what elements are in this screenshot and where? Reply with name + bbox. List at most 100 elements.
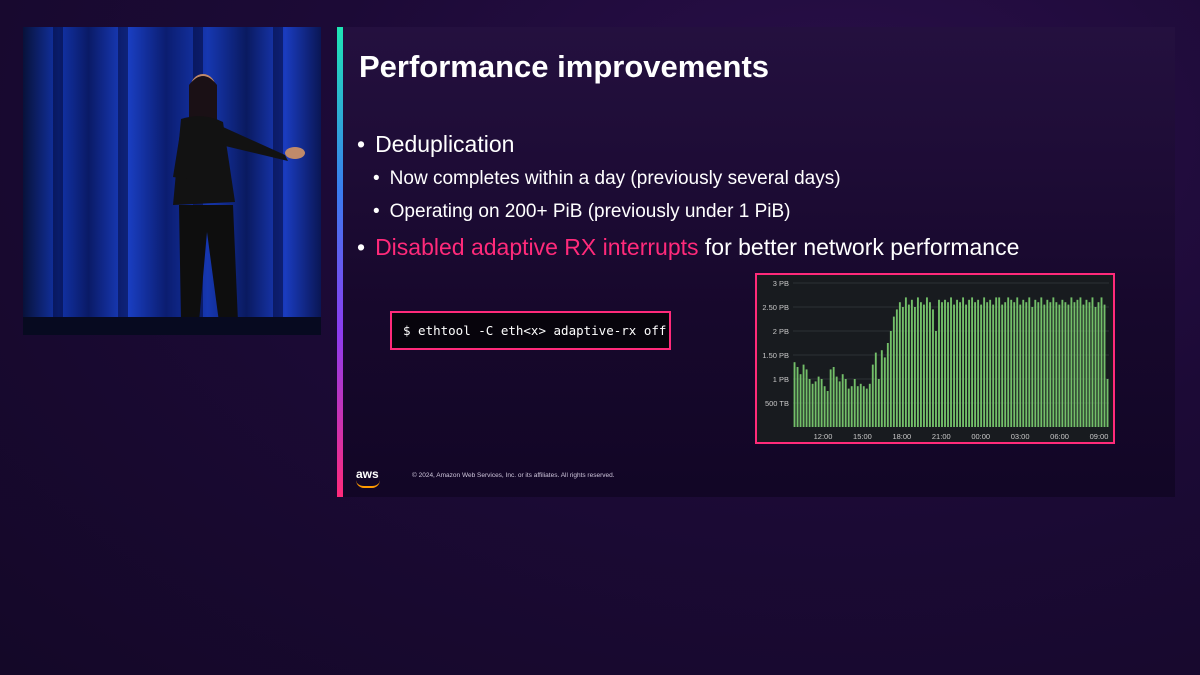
chart-bar — [793, 362, 796, 427]
chart-bar — [871, 364, 874, 427]
y-tick-label: 1.50 PB — [762, 351, 789, 360]
chart-bar — [835, 376, 838, 427]
sub-bullet-completes: • Now completes within a day (previously … — [373, 168, 841, 190]
bullet-text: Operating on 200+ PiB (previously under … — [389, 201, 791, 222]
x-tick-label: 00:00 — [971, 432, 990, 441]
chart-bar — [938, 299, 940, 427]
chart-bar — [814, 381, 817, 427]
chart-bar — [953, 304, 955, 427]
chart-bar — [1082, 304, 1085, 427]
chart-bar — [883, 357, 886, 427]
chart-bar — [1031, 307, 1034, 427]
chart-bar — [968, 299, 971, 427]
y-tick-label: 1 PB — [773, 375, 789, 384]
chart-bar — [929, 302, 931, 427]
y-tick-label: 2.50 PB — [762, 303, 789, 312]
chart-bar — [823, 386, 826, 427]
chart-bar — [1016, 297, 1019, 427]
chart-bar — [1076, 299, 1079, 427]
chart-bar — [1046, 299, 1049, 427]
stage-floor — [23, 317, 321, 335]
bullet-adaptive-rx: • Disabled adaptive RX interrupts for bet… — [357, 234, 1019, 261]
command-text: $ ethtool -C eth<x> adaptive-rx off — [403, 323, 667, 338]
chart-bar — [977, 299, 980, 427]
bullet-text: Deduplication — [375, 131, 515, 157]
chart-bar — [832, 367, 835, 427]
chart-bar — [796, 367, 799, 427]
chart-bar — [956, 299, 958, 427]
chart-bar — [829, 369, 832, 427]
chart-bar — [1037, 302, 1040, 427]
chart-bar — [947, 302, 949, 427]
chart-bar — [1088, 302, 1091, 427]
chart-bar — [1070, 297, 1073, 427]
x-tick-label: 09:00 — [1090, 432, 1109, 441]
chart-bar — [1043, 304, 1046, 427]
chart-bar — [998, 297, 1001, 427]
chart-bar — [989, 299, 992, 427]
chart-bar — [904, 297, 907, 427]
chart-bar — [1028, 297, 1031, 427]
chart-bar — [808, 379, 811, 427]
chart-bar — [1067, 304, 1070, 427]
chart-bar — [1052, 297, 1055, 427]
speaker-video — [23, 27, 321, 335]
chart-bar — [1091, 297, 1094, 427]
chart-bar — [1058, 304, 1061, 427]
chart-bar — [1025, 302, 1028, 427]
chart-bar — [992, 304, 995, 427]
x-tick-label: 06:00 — [1050, 432, 1069, 441]
chart-bar — [868, 383, 871, 427]
chart-bar — [1079, 297, 1082, 427]
chart-bar — [974, 302, 977, 427]
chart-bar — [820, 379, 823, 427]
chart-bar — [844, 379, 847, 427]
chart-bar — [802, 364, 805, 427]
chart-bar — [944, 299, 946, 427]
chart-bar — [898, 302, 901, 427]
aws-smile-icon — [356, 480, 380, 488]
chart-bar — [895, 309, 898, 427]
chart-bar — [1073, 302, 1076, 427]
chart-bar — [1010, 299, 1013, 427]
sub-bullet-operating: • Operating on 200+ PiB (previously under… — [373, 201, 790, 223]
chart-bar — [923, 304, 925, 427]
chart-bar — [1022, 299, 1025, 427]
x-tick-label: 15:00 — [853, 432, 872, 441]
chart-bar — [1004, 302, 1007, 427]
chart-bar — [1007, 297, 1010, 427]
chart-bar — [910, 299, 913, 427]
chart-bar — [901, 307, 904, 427]
chart-bar — [971, 297, 974, 427]
aws-logo: aws — [356, 467, 380, 488]
chart-bar — [1055, 302, 1058, 427]
chart-bar — [941, 302, 943, 427]
x-tick-label: 18:00 — [892, 432, 911, 441]
chart-bar — [962, 297, 965, 427]
chart-bar — [935, 331, 937, 427]
chart-bar — [886, 343, 889, 427]
chart-bar — [965, 304, 968, 427]
chart-bar — [1094, 307, 1097, 427]
chart-bar — [916, 297, 919, 427]
chart-bar — [862, 386, 865, 427]
chart-bar — [859, 383, 862, 427]
chart-bar — [932, 309, 934, 427]
chart-bar — [880, 350, 883, 427]
chart-bar — [913, 307, 916, 427]
chart-bar — [995, 297, 998, 427]
curtain-fold — [118, 27, 128, 335]
chart-bar — [1097, 302, 1100, 427]
y-tick-label: 3 PB — [773, 279, 789, 288]
bullet-deduplication: • Deduplication — [357, 131, 514, 158]
chart-bar — [926, 297, 928, 427]
bullet-text: for better network performance — [698, 234, 1020, 260]
chart-bar — [1049, 302, 1052, 427]
bullet-dot: • — [373, 168, 380, 189]
chart-bar — [1013, 302, 1016, 427]
bullet-dot: • — [373, 201, 380, 222]
chart-bar — [1001, 304, 1004, 427]
x-tick-label: 03:00 — [1011, 432, 1030, 441]
x-tick-label: 21:00 — [932, 432, 951, 441]
chart-bar — [907, 304, 910, 427]
